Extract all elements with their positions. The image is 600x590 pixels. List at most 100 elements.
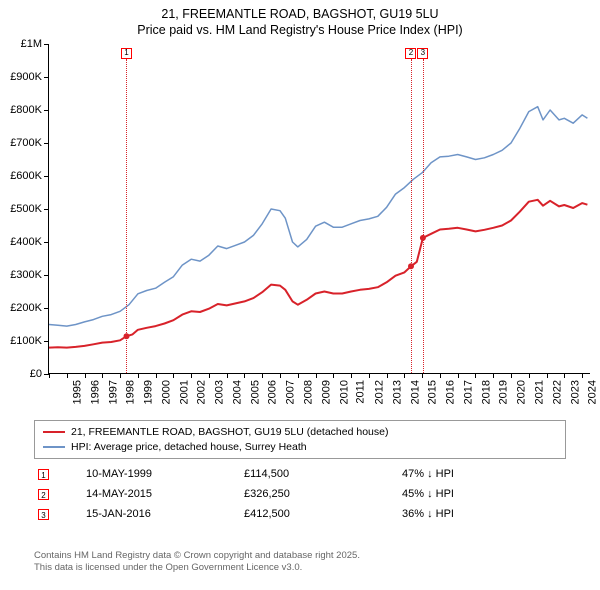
x-label: 2008 [303, 380, 315, 404]
y-tick [44, 275, 49, 276]
x-label: 2015 [427, 380, 439, 404]
x-tick [475, 373, 476, 378]
x-label: 1999 [143, 380, 155, 404]
x-tick [280, 373, 281, 378]
chart-container: 21, FREEMANTLE ROAD, BAGSHOT, GU19 5LU P… [0, 0, 600, 590]
event-marker-icon: 3 [417, 48, 428, 59]
y-label: £1M [21, 38, 42, 50]
plot-svg [49, 44, 590, 373]
y-tick [44, 242, 49, 243]
y-tick [44, 143, 49, 144]
x-label: 2003 [214, 380, 226, 404]
y-label: £400K [10, 236, 42, 248]
x-label: 2017 [462, 380, 474, 404]
y-label: £700K [10, 137, 42, 149]
event-price: £412,500 [240, 504, 398, 524]
x-label: 2013 [391, 380, 403, 404]
y-tick [44, 176, 49, 177]
x-label: 2000 [160, 380, 172, 404]
x-label: 2021 [534, 380, 546, 404]
y-label: £0 [30, 368, 42, 380]
event-delta: 45% ↓ HPI [398, 484, 566, 504]
x-tick [191, 373, 192, 378]
x-tick [244, 373, 245, 378]
x-tick [227, 373, 228, 378]
x-label: 1995 [71, 380, 83, 404]
x-tick [511, 373, 512, 378]
x-tick [369, 373, 370, 378]
x-label: 2005 [249, 380, 261, 404]
x-label: 1998 [125, 380, 137, 404]
event-date: 15-JAN-2016 [82, 504, 240, 524]
x-label: 2009 [320, 380, 332, 404]
event-marker-icon: 1 [121, 48, 132, 59]
x-label: 2010 [338, 380, 350, 404]
y-label: £200K [10, 302, 42, 314]
x-label: 2011 [355, 380, 367, 404]
x-tick [404, 373, 405, 378]
y-label: £500K [10, 203, 42, 215]
x-tick [387, 373, 388, 378]
x-tick [316, 373, 317, 378]
x-tick [173, 373, 174, 378]
legend-label: HPI: Average price, detached house, Surr… [71, 440, 307, 455]
footer-line: This data is licensed under the Open Gov… [34, 562, 566, 574]
x-tick [67, 373, 68, 378]
footer: Contains HM Land Registry data © Crown c… [34, 550, 566, 574]
x-label: 2006 [267, 380, 279, 404]
y-tick [44, 77, 49, 78]
legend-swatch [43, 431, 65, 433]
x-tick [138, 373, 139, 378]
y-label: £800K [10, 104, 42, 116]
legend-row: 21, FREEMANTLE ROAD, BAGSHOT, GU19 5LU (… [43, 425, 557, 440]
y-label: £900K [10, 71, 42, 83]
x-tick [333, 373, 334, 378]
event-price: £114,500 [240, 464, 398, 484]
titles: 21, FREEMANTLE ROAD, BAGSHOT, GU19 5LU P… [0, 0, 600, 39]
x-tick [564, 373, 565, 378]
x-tick [422, 373, 423, 378]
x-label: 2007 [285, 380, 297, 404]
chart-area: £0£100K£200K£300K£400K£500K£600K£700K£80… [48, 44, 590, 374]
event-marker-icon: 2 [38, 489, 49, 500]
event-date: 10-MAY-1999 [82, 464, 240, 484]
x-tick [458, 373, 459, 378]
event-marker-icon: 3 [38, 509, 49, 520]
event-vline [126, 59, 127, 373]
x-label: 2018 [480, 380, 492, 404]
x-tick [440, 373, 441, 378]
y-label: £300K [10, 269, 42, 281]
x-label: 2004 [231, 380, 243, 404]
legend-swatch [43, 446, 65, 448]
y-tick [44, 341, 49, 342]
x-label: 2014 [409, 380, 421, 404]
footer-line: Contains HM Land Registry data © Crown c… [34, 550, 566, 562]
event-vline [423, 59, 424, 373]
series-line-price_paid [49, 200, 587, 348]
event-delta: 47% ↓ HPI [398, 464, 566, 484]
x-label: 2023 [569, 380, 581, 404]
x-label: 2002 [196, 380, 208, 404]
x-tick [493, 373, 494, 378]
event-row: 2 14-MAY-2015 £326,250 45% ↓ HPI [34, 484, 566, 504]
x-label: 1996 [89, 380, 101, 404]
x-tick [102, 373, 103, 378]
event-vline [411, 59, 412, 373]
y-tick [44, 44, 49, 45]
x-tick [582, 373, 583, 378]
y-tick [44, 110, 49, 111]
x-tick [262, 373, 263, 378]
legend-label: 21, FREEMANTLE ROAD, BAGSHOT, GU19 5LU (… [71, 425, 388, 440]
x-label: 2020 [516, 380, 528, 404]
event-price: £326,250 [240, 484, 398, 504]
event-marker-icon: 2 [405, 48, 416, 59]
x-label: 1997 [107, 380, 119, 404]
x-tick [209, 373, 210, 378]
legend-row: HPI: Average price, detached house, Surr… [43, 440, 557, 455]
title-line-1: 21, FREEMANTLE ROAD, BAGSHOT, GU19 5LU [0, 6, 600, 22]
event-row: 3 15-JAN-2016 £412,500 36% ↓ HPI [34, 504, 566, 524]
y-label: £100K [10, 335, 42, 347]
x-tick [49, 373, 50, 378]
y-label: £600K [10, 170, 42, 182]
x-label: 2022 [551, 380, 563, 404]
